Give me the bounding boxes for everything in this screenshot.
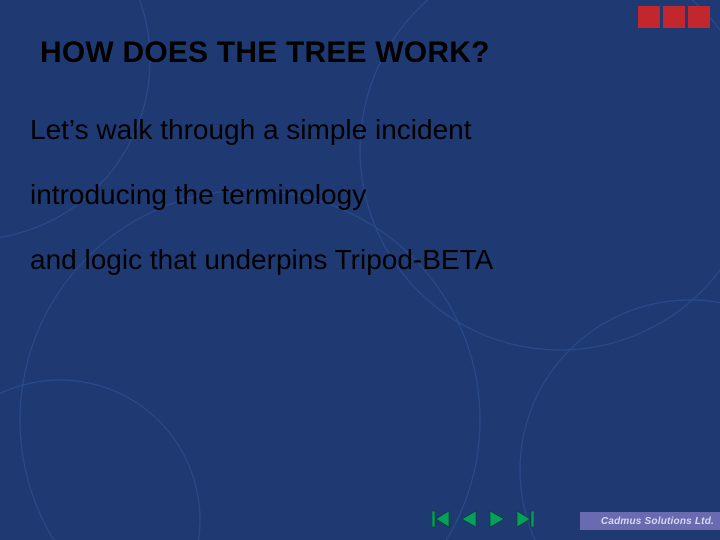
slide-body: Let’s walk through a simple incident int… [30,112,690,307]
nav-controls [432,510,534,528]
body-line: introducing the terminology [30,177,690,212]
nav-prev-button[interactable] [460,510,478,528]
triangle-left-icon [460,510,478,528]
corner-squares [638,6,710,28]
nav-last-button[interactable] [516,510,534,528]
body-line: Let’s walk through a simple incident [30,112,690,147]
skip-forward-icon [516,510,534,528]
corner-square [688,6,710,28]
body-line: and logic that underpins Tripod-BETA [30,242,690,277]
slide-title: HOW DOES THE TREE WORK? [40,36,490,70]
nav-next-button[interactable] [488,510,506,528]
slide: HOW DOES THE TREE WORK? Let’s walk throu… [0,0,720,540]
corner-square [663,6,685,28]
nav-first-button[interactable] [432,510,450,528]
footer-bar: Cadmus Solutions Ltd. [580,512,720,530]
skip-back-icon [432,510,450,528]
corner-square [638,6,660,28]
footer-text: Cadmus Solutions Ltd. [601,516,714,527]
triangle-right-icon [488,510,506,528]
